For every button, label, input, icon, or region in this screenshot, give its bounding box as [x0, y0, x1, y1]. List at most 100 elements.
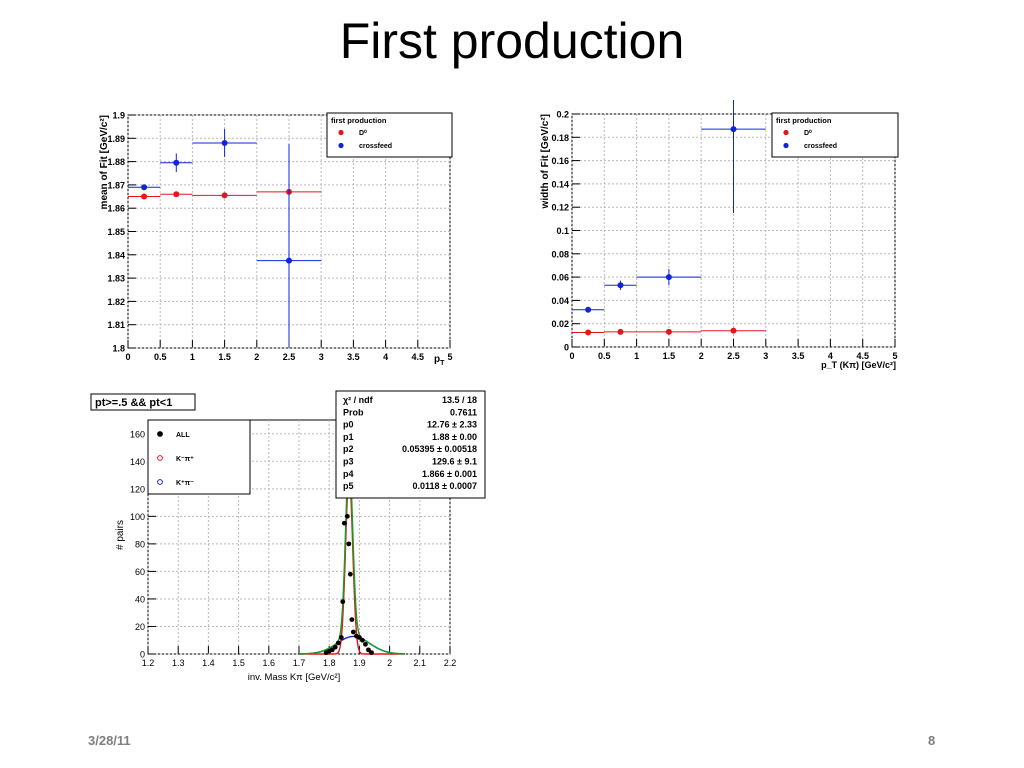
y-tick-label: 1.88	[107, 157, 125, 167]
legend-marker	[338, 129, 344, 136]
y-tick-label: 40	[135, 594, 145, 604]
y-tick-label: 1.87	[107, 180, 125, 190]
legend-marker	[338, 142, 344, 149]
y-axis-label: mean of Fit [GeV/c²]	[99, 115, 110, 209]
y-tick-label: 1.81	[107, 320, 125, 330]
y-tick-label: 0.04	[551, 296, 569, 306]
x-tick-label: 0.5	[598, 351, 611, 361]
x-tick-label: 1.7	[293, 658, 306, 668]
fit-param-name: p3	[343, 457, 354, 467]
x-tick-label: 1.4	[202, 658, 215, 668]
legend-label: K⁺π⁻	[176, 480, 194, 487]
red-data-point	[141, 193, 148, 200]
invariant-mass-chart: 1.2 1.3 1.4 1.5 1.6 1.7 1.8 1.9 2 2.1 2.2 0 20 40 60 80…	[90, 390, 486, 683]
fit-param-value: 1.866 ± 0.001	[422, 469, 477, 479]
red-data-point	[617, 328, 624, 335]
y-tick-label: 60	[135, 567, 145, 577]
x-tick-label: 2.2	[444, 658, 457, 668]
legend-marker	[157, 431, 163, 437]
y-tick-label: 80	[135, 539, 145, 549]
y-tick-label: 20	[135, 622, 145, 632]
fit-param-value: 12.76 ± 2.33	[427, 420, 477, 430]
fit-param-name: p0	[343, 420, 354, 430]
blue-data-point	[141, 184, 148, 191]
slide-date: 3/28/11	[88, 733, 131, 748]
all-data-point	[338, 635, 344, 640]
y-tick-label: 1.89	[107, 134, 125, 144]
blue-data-point	[617, 282, 624, 289]
legend-marker	[157, 479, 163, 485]
y-tick-label: 1.86	[107, 204, 125, 214]
x-tick-label: 1	[190, 352, 195, 362]
blue-data-point	[173, 159, 180, 166]
all-data-point	[344, 513, 350, 519]
x-tick-label: 3	[763, 351, 768, 361]
red-data-point	[730, 327, 737, 334]
all-data-point	[347, 571, 353, 577]
fit-param-name: p5	[343, 481, 354, 491]
fit-param-name: p4	[343, 469, 354, 479]
y-tick-label: 140	[130, 457, 145, 467]
x-tick-label: 1.5	[218, 352, 231, 362]
y-tick-label: 0	[564, 343, 569, 353]
x-tick-label: 4	[383, 352, 388, 362]
x-tick-label: 1.5	[663, 351, 676, 361]
fit-param-name: χ² / ndf	[343, 395, 374, 405]
chart-title: pt>=.5 && pt<1	[95, 397, 172, 409]
red-data-point	[665, 328, 672, 335]
y-tick-label: 0.06	[551, 273, 569, 283]
legend-title: first production	[776, 116, 832, 125]
title-box	[90, 393, 196, 411]
x-tick-label: 1	[634, 351, 639, 361]
y-tick-label: 0.1	[556, 226, 569, 236]
x-tick-label: 1.5	[232, 658, 245, 668]
y-tick-label: 1.83	[107, 274, 125, 284]
y-tick-label: 0	[140, 650, 145, 660]
all-data-point	[335, 640, 341, 646]
x-tick-label: 1.6	[263, 658, 276, 668]
y-tick-label: 1.85	[107, 227, 125, 237]
total-fit-curve	[299, 456, 405, 655]
legend-label: D⁰	[359, 129, 367, 137]
legend-label: ALL	[176, 432, 190, 439]
fit-param-value: 0.7611	[450, 407, 477, 417]
legend-marker	[783, 129, 789, 136]
fit-param-value: 129.6 ± 9.1	[432, 457, 477, 467]
all-data-point	[350, 629, 356, 635]
legend-box	[326, 112, 453, 158]
y-tick-label: 1.8	[112, 344, 125, 354]
y-tick-label: 1.9	[112, 111, 125, 121]
x-tick-label: 3	[319, 352, 324, 362]
slide-title: First production	[339, 13, 685, 69]
y-tick-label: 100	[130, 512, 145, 522]
red-data-point	[585, 329, 592, 336]
y-tick-label: 0.02	[551, 319, 569, 329]
y-tick-label: 1.84	[107, 250, 125, 260]
all-data-point	[346, 541, 352, 547]
y-tick-label: 160	[130, 429, 145, 439]
all-data-point	[332, 644, 338, 650]
x-tick-label: 4.5	[412, 352, 425, 362]
red-data-point	[173, 191, 180, 198]
legend-label: crossfeed	[804, 143, 837, 150]
legend-marker	[783, 142, 789, 149]
legend-box	[147, 419, 251, 495]
x-tick-label: 0	[125, 352, 130, 362]
legend-marker	[157, 455, 163, 461]
blue-data-point	[286, 257, 292, 264]
x-tick-label: 0	[569, 351, 574, 361]
x-axis-label: pT	[434, 354, 445, 367]
x-tick-label: 3.5	[792, 351, 805, 361]
legend-label: crossfeed	[359, 143, 392, 150]
fit-param-name: p1	[343, 432, 354, 442]
legend-label: D⁰	[804, 129, 812, 137]
y-tick-label: 120	[130, 484, 145, 494]
x-axis-label: inv. Mass Kπ [GeV/c²]	[248, 672, 340, 683]
y-axis-label: # pairs	[115, 520, 126, 550]
y-tick-label: 0.18	[551, 133, 569, 143]
all-data-point	[360, 637, 365, 643]
y-tick-label: 0.08	[551, 249, 569, 259]
x-tick-label: 2	[387, 658, 392, 668]
x-axis-label: p_T (Kπ) [GeV/c²]	[821, 360, 896, 370]
blue-data-point	[730, 126, 737, 133]
